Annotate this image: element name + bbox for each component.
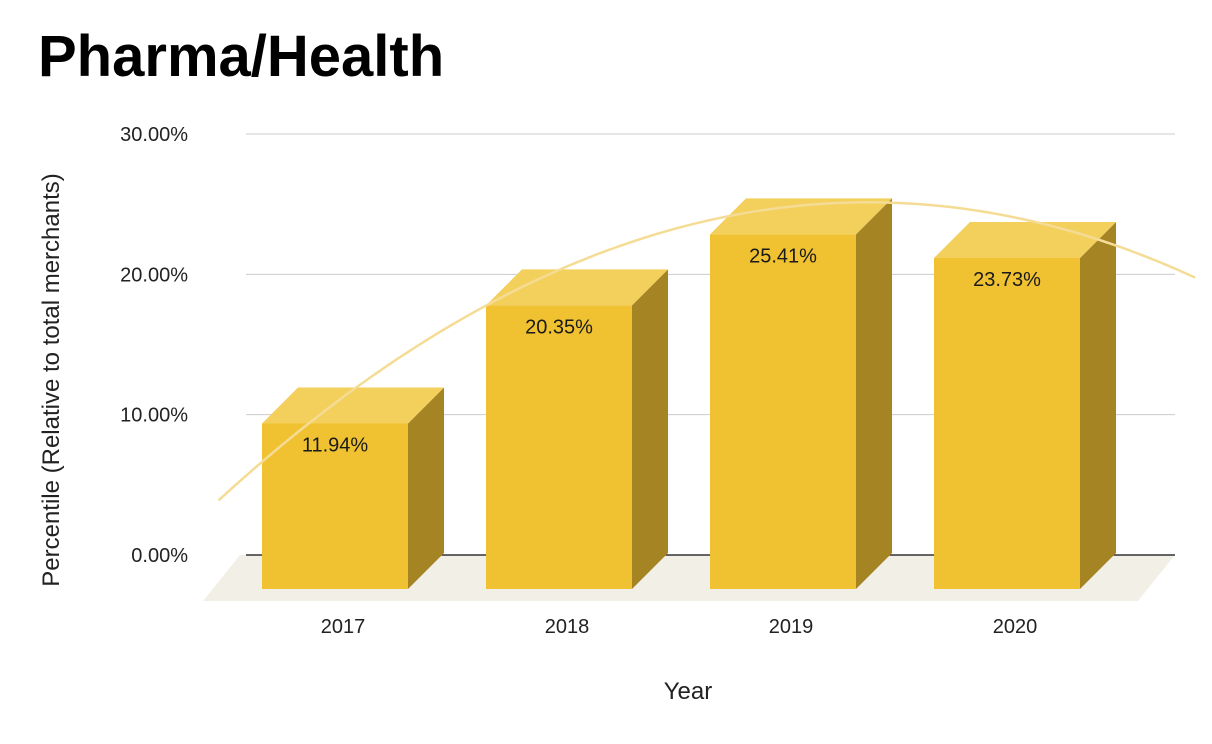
y-tick-label: 10.00% (120, 405, 188, 427)
chart-floor (203, 555, 1175, 601)
bar-top-face (262, 387, 444, 424)
bar-front-face (486, 305, 632, 589)
trendline (217, 201, 1196, 502)
bar-front-face (934, 257, 1080, 589)
bar-side-face (632, 269, 668, 589)
chart-title: Pharma/Health (38, 24, 445, 89)
bar-2017: 11.94% (262, 387, 444, 589)
x-tick-label: 2018 (545, 616, 590, 638)
bar-side-face (408, 387, 444, 589)
data-label: 11.94% (302, 434, 369, 456)
y-tick-label: 0.00% (131, 545, 188, 567)
data-label: 23.73% (973, 269, 1041, 291)
bar-top-face (486, 269, 668, 306)
y-tick-label: 30.00% (120, 124, 188, 146)
x-axis-title: Year (664, 678, 713, 705)
bar-front-face (710, 234, 856, 589)
bar-front-face (262, 423, 408, 589)
bars: 11.94% 20.35% 25.41% 23.73% (262, 198, 1116, 589)
bar-2019: 25.41% (710, 198, 892, 589)
bar-2018: 20.35% (486, 269, 668, 589)
bar-side-face (1080, 221, 1116, 589)
x-tick-label: 2020 (993, 616, 1038, 638)
y-axis-title: Percentile (Relative to total merchants) (38, 173, 65, 587)
bar-2020: 23.73% (934, 221, 1116, 589)
x-tick-label: 2019 (769, 616, 814, 638)
data-label: 20.35% (525, 316, 593, 338)
bar-top-face (710, 198, 892, 235)
x-tick-label: 2017 (321, 616, 366, 638)
bar-side-face (856, 198, 892, 589)
y-axis-ticks: 0.00% 10.00% 20.00% 30.00% (120, 124, 188, 567)
x-axis-ticks: 2017 2018 2019 2020 (321, 616, 1038, 638)
y-tick-label: 20.00% (120, 264, 188, 286)
data-label: 25.41% (749, 245, 817, 267)
